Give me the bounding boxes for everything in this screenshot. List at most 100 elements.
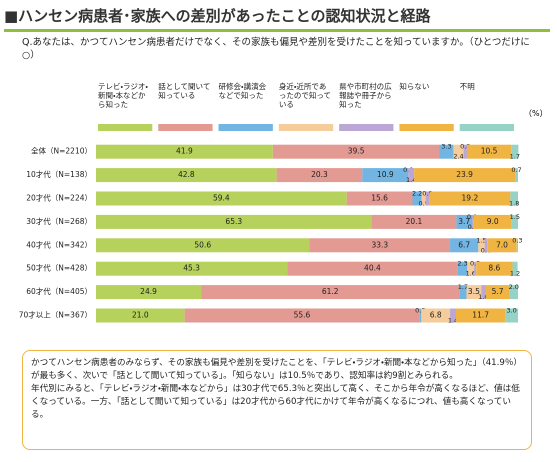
bar-segment	[473, 214, 512, 229]
bar-segment	[96, 191, 347, 206]
value-label: 7.0	[496, 240, 508, 249]
value-label: 24.9	[140, 287, 157, 296]
value-label: 65.3	[225, 217, 242, 226]
bar-segment	[450, 238, 479, 253]
value-label: 20.1	[406, 217, 423, 226]
bar-segment	[456, 214, 473, 229]
value-label: 1.2	[510, 270, 520, 278]
bar-segment	[478, 238, 485, 253]
legend-swatch	[459, 124, 514, 131]
bar-segment	[184, 308, 420, 323]
bar-segment	[455, 308, 506, 323]
bar-segment	[201, 285, 460, 300]
value-label: 1.5	[510, 213, 520, 221]
category-label: 20才代（N=224）	[26, 193, 92, 203]
legend-label: 不明	[459, 82, 475, 91]
value-label: 55.6	[294, 311, 311, 320]
value-label: 1.5	[476, 236, 486, 244]
value-label: 61.2	[322, 287, 339, 296]
bar-segment	[96, 308, 185, 323]
bar-segment	[516, 238, 518, 253]
value-label: 0.5	[415, 307, 425, 315]
question: Q.あなたは、かつてハンセン病患者だけでなく、その家族も偏見や差別を受けたことを…	[22, 37, 530, 61]
legend-swatch	[158, 124, 213, 131]
bar-segment	[472, 214, 474, 229]
value-label: 2.0	[509, 283, 519, 291]
legend-label: 研修会・講演会などで知った	[218, 82, 267, 100]
value-label: 41.9	[176, 147, 193, 156]
value-label: 2.3	[457, 260, 467, 268]
legend-label: 身近・近所であったので知っている	[278, 82, 331, 109]
bar-segment	[466, 285, 482, 300]
value-label: 0.8	[460, 143, 470, 151]
legend-swatch	[278, 124, 334, 131]
bar-segment	[412, 191, 422, 206]
bar-segment	[96, 144, 273, 159]
value-label: 6.7	[458, 240, 470, 249]
bar-segment	[484, 238, 488, 253]
legend-label: 話として聞いて知っている	[158, 82, 211, 100]
value-label: 20.3	[311, 170, 328, 179]
title: ■ハンセン病患者･家族への差別があったことの認知状況と経路	[4, 3, 550, 32]
bar-segment	[512, 261, 518, 276]
category-label: 60才代（N=405）	[26, 286, 92, 296]
bar-segment	[362, 168, 409, 183]
value-label: 0.3	[512, 236, 522, 244]
category-label: 50才代（N=428）	[26, 263, 92, 273]
value-label: 42.8	[178, 170, 195, 179]
bar-segment	[96, 261, 288, 276]
bar-segment	[510, 191, 518, 206]
note-paragraph: かつてハンセン病患者のみならず、その家族も偏見や差別を受けたことを、「テレビ・ラ…	[31, 358, 523, 381]
value-label: 3.7	[458, 217, 470, 226]
bar-segment	[485, 285, 510, 300]
bar-segment	[276, 168, 363, 183]
value-label: 21.0	[132, 311, 149, 320]
value-label: 8.6	[488, 264, 500, 273]
value-label: 2.2	[412, 190, 422, 198]
bar-segment	[509, 285, 518, 300]
bar-segment	[505, 308, 518, 323]
value-label: 15.6	[371, 194, 388, 203]
bar-segment	[408, 168, 415, 183]
legend-label: テレビ・ラジオ・新聞・本などから知った	[98, 82, 148, 109]
bar-segment	[459, 285, 467, 300]
category-label: 30才代（N=268）	[26, 216, 92, 226]
value-label: 19.2	[462, 194, 479, 203]
value-label: 1.8	[509, 200, 519, 208]
value-label: 10.9	[377, 170, 394, 179]
bar-segment	[481, 285, 486, 300]
unit-label: （%）	[524, 109, 548, 118]
bar-segment	[474, 261, 477, 276]
bar-segment	[463, 144, 467, 159]
value-label: 0.4	[468, 223, 478, 231]
value-label: 33.3	[371, 240, 388, 249]
bar-segment	[457, 261, 468, 276]
category-label: 40才代（N=342）	[26, 239, 92, 249]
legend-swatch	[399, 124, 454, 131]
value-label: 0.7	[511, 166, 521, 174]
bar-segment	[96, 214, 372, 229]
legend-swatch	[218, 124, 273, 131]
bar-segment	[467, 261, 475, 276]
value-label: 11.7	[472, 311, 489, 320]
value-label: 1.4	[406, 176, 416, 184]
bar-segment	[96, 238, 310, 253]
value-label: 23.9	[456, 170, 473, 179]
legend-swatch	[339, 124, 394, 131]
chart: 全体（N=2210） 41.9 39.5 3.32.4 0.8 10.5 1.7 10才代（N…	[19, 124, 523, 325]
bar-segment	[346, 191, 413, 206]
value-label: 10.5	[481, 147, 498, 156]
notes-box: かつてハンセン病患者のみならず、その家族も偏見や差別を受けたことを、「テレビ・ラ…	[22, 350, 532, 450]
value-label: 0.9	[422, 190, 432, 198]
value-label: 1.7	[510, 153, 520, 161]
bar-segment	[371, 214, 457, 229]
value-label: 6.8	[430, 311, 442, 320]
bar-segment	[96, 168, 277, 183]
bar-segment	[439, 144, 454, 159]
bar-segment	[466, 144, 512, 159]
value-label: 5.7	[492, 287, 504, 296]
bar-segment	[272, 144, 440, 159]
value-label: 3.0	[506, 307, 516, 315]
note-paragraph: 年代別にみると、「テレビ・ラジオ・新聞・本などから」は30才代で65.3％と突出…	[31, 384, 520, 420]
